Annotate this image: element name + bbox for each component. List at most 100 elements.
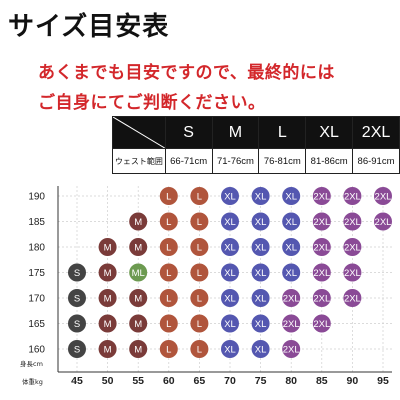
size-dot-label: M bbox=[134, 319, 142, 330]
size-dot bbox=[343, 187, 362, 205]
size-dot bbox=[312, 238, 331, 256]
size-dot bbox=[98, 238, 117, 256]
size-dot-label: XL bbox=[255, 319, 267, 330]
size-dot-label: M bbox=[104, 293, 112, 304]
size-dot bbox=[282, 289, 301, 307]
size-dot bbox=[98, 263, 117, 282]
waist-range-m: 71-76cm bbox=[211, 148, 260, 174]
size-dot bbox=[190, 238, 209, 256]
size-dot-label: 2XL bbox=[344, 293, 361, 304]
size-dot-label: XL bbox=[224, 319, 236, 330]
size-dot bbox=[159, 314, 178, 333]
waist-range-2xl: 86-91cm bbox=[352, 148, 400, 174]
size-dot bbox=[129, 238, 148, 256]
size-dot-label: XL bbox=[224, 242, 236, 253]
size-dot bbox=[190, 263, 209, 282]
size-header-xl: XL bbox=[305, 116, 354, 149]
x-tick-label: 65 bbox=[194, 375, 206, 387]
size-dot bbox=[129, 212, 148, 231]
size-dot-label: XL bbox=[255, 293, 267, 304]
size-dot bbox=[312, 187, 331, 205]
size-dot-label: 2XL bbox=[283, 344, 300, 355]
size-dot-label: M bbox=[104, 319, 112, 330]
size-dot bbox=[98, 289, 117, 307]
size-dot bbox=[374, 212, 392, 231]
size-dot-label: L bbox=[197, 242, 202, 253]
size-dot-label: L bbox=[197, 191, 202, 202]
size-dot bbox=[221, 340, 239, 358]
size-dot-label: L bbox=[166, 344, 171, 355]
size-dot-label: 2XL bbox=[313, 191, 330, 202]
size-dot-label: 2XL bbox=[283, 293, 300, 304]
size-dot-label: XL bbox=[285, 242, 297, 253]
size-dot bbox=[159, 212, 178, 231]
size-dot bbox=[282, 314, 301, 333]
table-corner bbox=[112, 116, 166, 149]
x-tick-label: 45 bbox=[71, 375, 83, 387]
size-dot bbox=[98, 314, 117, 333]
size-dot bbox=[312, 212, 331, 231]
size-dot bbox=[221, 238, 239, 256]
size-dot bbox=[98, 340, 117, 358]
size-dot-label: XL bbox=[224, 217, 236, 228]
size-dot-label: 2XL bbox=[313, 319, 330, 330]
size-dot-label: 2XL bbox=[313, 242, 330, 253]
size-dot-label: M bbox=[134, 217, 142, 228]
size-dot-label: XL bbox=[285, 217, 297, 228]
size-dot-label: M bbox=[104, 242, 112, 253]
size-dot bbox=[68, 263, 86, 282]
size-dot-label: S bbox=[74, 293, 80, 304]
size-dot-label: XL bbox=[255, 191, 267, 202]
size-dot bbox=[251, 314, 270, 333]
y-tick-label: 185 bbox=[28, 217, 45, 228]
size-dot bbox=[159, 187, 178, 205]
size-dot-label: 2XL bbox=[313, 217, 330, 228]
size-dot bbox=[159, 238, 178, 256]
size-dot bbox=[251, 263, 270, 282]
size-dot bbox=[251, 340, 270, 358]
size-dot bbox=[282, 187, 301, 205]
size-dot bbox=[221, 314, 239, 333]
size-dot-label: S bbox=[74, 319, 80, 330]
size-dot-label: S bbox=[74, 344, 80, 355]
size-dot-label: XL bbox=[285, 191, 297, 202]
x-tick-label: 50 bbox=[102, 375, 114, 387]
size-dot bbox=[190, 340, 209, 358]
page-title: サイズ目安表 bbox=[8, 12, 170, 42]
size-dot-label: 2XL bbox=[344, 217, 361, 228]
size-dot-label: XL bbox=[255, 268, 267, 279]
size-dot bbox=[190, 289, 209, 307]
y-tick-label: 170 bbox=[28, 294, 45, 305]
size-dot-label: XL bbox=[255, 217, 267, 228]
y-tick-label: 160 bbox=[28, 345, 45, 356]
size-dot bbox=[282, 238, 301, 256]
size-dot bbox=[221, 212, 239, 231]
size-dot bbox=[374, 187, 392, 205]
size-dot-label: XL bbox=[224, 268, 236, 279]
size-dot bbox=[159, 340, 178, 358]
size-dot bbox=[251, 187, 270, 205]
size-dot bbox=[159, 263, 178, 282]
size-dot-label: L bbox=[197, 293, 202, 304]
size-dot bbox=[343, 263, 362, 282]
size-header-s: S bbox=[164, 116, 213, 149]
size-dot bbox=[282, 212, 301, 231]
size-dot-label: M bbox=[104, 268, 112, 279]
size-dot-label: L bbox=[166, 319, 171, 330]
x-tick-label: 90 bbox=[347, 375, 359, 387]
size-dot bbox=[129, 263, 148, 282]
size-dot-label: XL bbox=[224, 293, 236, 304]
waist-range-label: ウェスト範囲 bbox=[112, 148, 166, 174]
size-dot bbox=[343, 238, 362, 256]
notice-line-2: ご自身にてご判断ください。 bbox=[38, 93, 266, 113]
size-dot-label: L bbox=[166, 191, 171, 202]
size-dot-label: M bbox=[104, 344, 112, 355]
x-axis-label: 体重kg bbox=[22, 377, 43, 386]
size-dot-label: 2XL bbox=[375, 191, 392, 202]
size-dot-label: L bbox=[197, 268, 202, 279]
waist-range-xl: 81-86cm bbox=[305, 148, 354, 174]
size-dot bbox=[221, 263, 239, 282]
size-dot-label: L bbox=[166, 293, 171, 304]
size-dot bbox=[251, 212, 270, 231]
